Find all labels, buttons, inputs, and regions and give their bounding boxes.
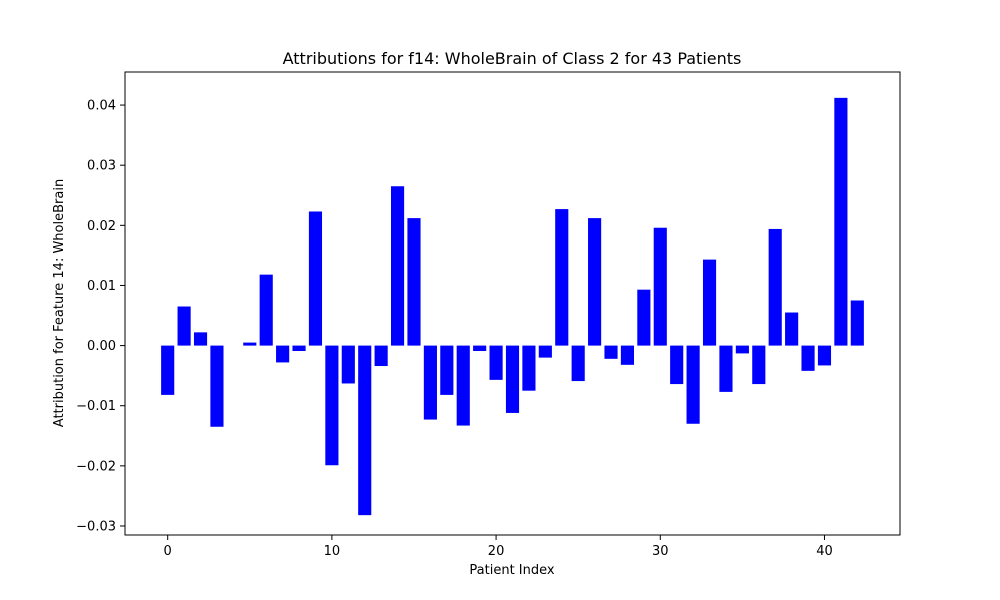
bar-patient-24 xyxy=(555,209,569,346)
x-tick-label: 30 xyxy=(652,544,669,559)
bar-patient-31 xyxy=(670,345,684,385)
bar-patient-0 xyxy=(161,345,175,395)
plot-frame xyxy=(124,71,901,536)
bar-patient-29 xyxy=(637,289,651,346)
bar-patient-8 xyxy=(292,345,306,352)
bar-patient-15 xyxy=(407,218,421,346)
y-tick-label: −0.01 xyxy=(76,399,116,414)
bar-patient-30 xyxy=(653,227,667,346)
bar-patient-9 xyxy=(308,211,323,346)
bar-patient-6 xyxy=(259,274,273,346)
bar-patient-11 xyxy=(341,345,355,384)
bar-patient-39 xyxy=(801,345,815,371)
y-tick-label: 0.04 xyxy=(87,99,116,114)
bar-patient-17 xyxy=(440,345,454,395)
y-tick-label: 0.03 xyxy=(87,159,116,174)
bar-patient-22 xyxy=(522,345,536,391)
bar-patient-40 xyxy=(817,345,832,366)
bar-patient-19 xyxy=(473,345,487,352)
bar-patient-1 xyxy=(177,306,191,346)
bar-patient-33 xyxy=(702,259,717,346)
x-axis-ticks: 0 10 20 30 40 xyxy=(164,535,833,559)
bar-patient-25 xyxy=(571,345,585,382)
y-axis-ticks: −0.03 −0.02 −0.01 0.00 0.01 0.02 0.03 0.04 xyxy=(76,99,125,534)
y-tick-label: −0.02 xyxy=(76,459,116,474)
bar-patient-12 xyxy=(358,345,372,516)
bar-patient-35 xyxy=(735,345,749,354)
bar-patient-42 xyxy=(850,300,864,346)
bar-patient-13 xyxy=(374,345,388,367)
y-tick-label: 0.01 xyxy=(87,279,116,294)
bar-patient-3 xyxy=(210,345,224,427)
bar-patient-23 xyxy=(538,345,552,358)
bar-patient-41 xyxy=(834,97,848,346)
bar-patient-2 xyxy=(193,332,208,346)
bar-patient-20 xyxy=(489,345,503,380)
bar-patient-38 xyxy=(785,312,799,346)
x-axis-label: Patient Index xyxy=(469,563,554,578)
bar-patient-7 xyxy=(276,345,290,363)
bar-patient-27 xyxy=(604,345,618,359)
bar-patient-14 xyxy=(390,186,405,346)
bar-patient-10 xyxy=(325,345,339,466)
x-tick-label: 40 xyxy=(816,544,833,559)
bars-group xyxy=(161,97,864,516)
bar-patient-36 xyxy=(752,345,766,385)
bar-patient-18 xyxy=(456,345,470,426)
chart-title: Attributions for f14: WholeBrain of Clas… xyxy=(283,49,742,68)
y-axis-label: Attribution for Feature 14: WholeBrain xyxy=(52,179,67,427)
bar-patient-26 xyxy=(588,218,602,346)
bar-patient-21 xyxy=(505,345,520,413)
bar-patient-16 xyxy=(423,345,437,420)
bar-patient-32 xyxy=(686,345,700,424)
x-tick-label: 20 xyxy=(488,544,505,559)
bar-patient-28 xyxy=(620,345,635,365)
x-tick-label: 10 xyxy=(324,544,341,559)
y-tick-label: 0.02 xyxy=(87,219,116,234)
x-tick-label: 0 xyxy=(164,544,172,559)
y-tick-label: 0.00 xyxy=(87,339,116,354)
bar-patient-34 xyxy=(719,345,733,392)
bar-patient-37 xyxy=(768,228,782,346)
y-tick-label: −0.03 xyxy=(76,519,116,534)
bar-patient-5 xyxy=(243,342,257,346)
